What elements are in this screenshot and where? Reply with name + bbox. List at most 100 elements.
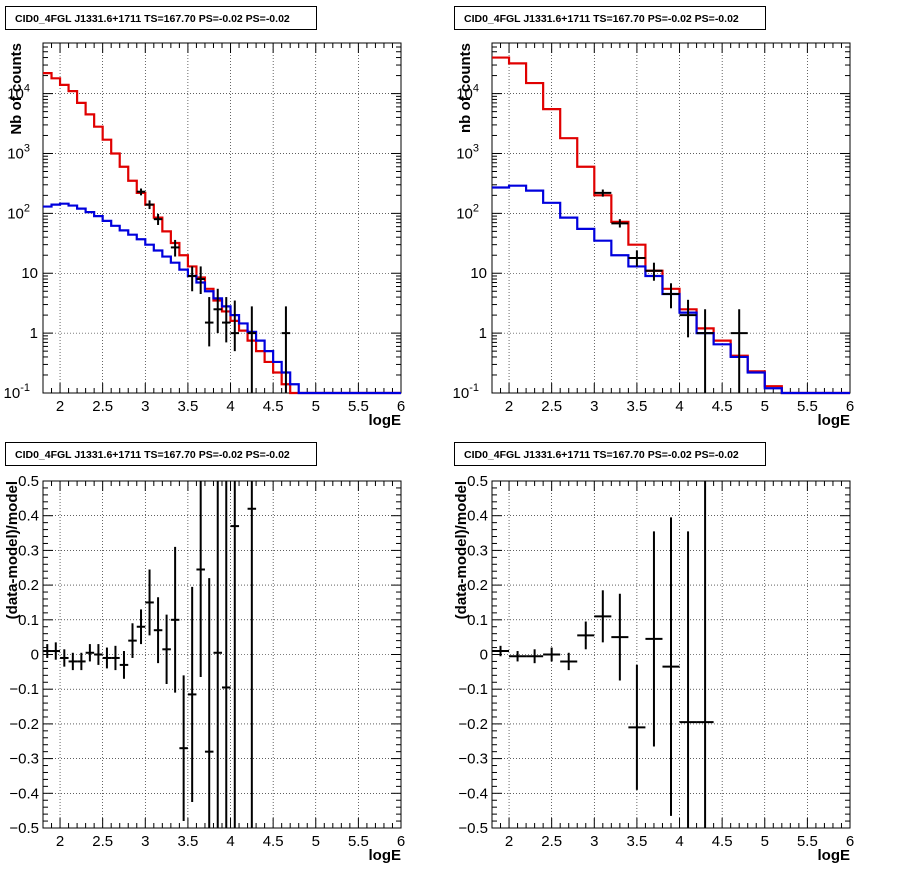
y-axis-label: Nb of counts — [8, 43, 25, 135]
y-tick-label: 10-1 — [4, 382, 30, 402]
residual-point — [204, 578, 214, 828]
y-tick-label: −0.1 — [9, 681, 39, 698]
x-tick-label: 5 — [761, 833, 769, 850]
residual-point — [162, 614, 171, 684]
residual-point — [179, 675, 188, 822]
grid — [492, 43, 851, 393]
residual-point — [577, 621, 595, 650]
chart-title: CID0_4FGL J1331.6+1711 TS=167.70 PS=-0.0… — [454, 6, 766, 30]
residual-point — [94, 644, 103, 665]
residual-point — [679, 531, 697, 828]
axis-ticks — [491, 42, 851, 394]
data-point — [213, 288, 222, 334]
residual-point — [136, 609, 146, 645]
y-tick-label: 0.4 — [18, 508, 39, 525]
data-point — [222, 297, 231, 343]
x-axis-label: logE — [369, 847, 402, 864]
grid — [43, 43, 402, 393]
x-tick-label: 2.5 — [541, 833, 562, 850]
x-tick-label: 2 — [56, 833, 64, 850]
data-point — [662, 283, 680, 309]
residual-point — [187, 586, 197, 802]
y-tick-label: 0.3 — [467, 542, 488, 559]
x-tick-label: 4 — [226, 833, 234, 850]
plot-frame — [491, 42, 851, 394]
axis-ticks — [42, 42, 402, 394]
y-tick-label: −0.3 — [9, 751, 39, 768]
data-point — [170, 239, 180, 257]
x-axis-label: logE — [369, 412, 402, 429]
data-point — [153, 213, 163, 225]
data-point — [281, 306, 291, 393]
model-background-line — [43, 202, 401, 395]
x-axis-label: logE — [818, 412, 851, 429]
y-tick-label: 102 — [456, 202, 479, 222]
y-tick-label: 1 — [30, 325, 38, 342]
residual-point — [60, 649, 69, 667]
chart-panel-bottom-left: 2 2.5 3 3.5 4 4.5 5 5.5 6 logE −0.5 −0.4 −0.3 −0.2 −0.… — [0, 437, 449, 874]
x-tick-label: 5.5 — [348, 833, 369, 850]
data-point — [696, 309, 714, 393]
y-tick-label: 0.1 — [467, 612, 488, 629]
x-tick-label: 2 — [505, 833, 513, 850]
y-tick-label: 0 — [31, 647, 39, 664]
y-tick-label: 0.4 — [467, 508, 488, 525]
residual-point — [611, 593, 629, 681]
y-tick-label: 0 — [480, 647, 488, 664]
residual-point — [51, 642, 61, 660]
chart-title: CID0_4FGL J1331.6+1711 TS=167.70 PS=-0.0… — [454, 442, 766, 466]
x-tick-label: 5.5 — [797, 833, 818, 850]
x-tick-label: 4.5 — [712, 398, 733, 415]
x-tick-label: 3.5 — [626, 833, 647, 850]
residual-point — [153, 597, 163, 664]
x-tick-label: 3.5 — [177, 398, 198, 415]
chart-title: CID0_4FGL J1331.6+1711 TS=167.70 PS=-0.0… — [5, 6, 317, 30]
x-tick-label: 3 — [590, 398, 598, 415]
residual-point — [68, 652, 78, 671]
x-tick-label: 2.5 — [92, 398, 113, 415]
model-total-line — [43, 71, 401, 395]
data-point — [136, 188, 146, 196]
residual-point — [222, 481, 231, 828]
x-tick-label: 5.5 — [348, 398, 369, 415]
x-tick-label: 3.5 — [626, 398, 647, 415]
residual-point — [170, 546, 180, 693]
y-tick-label: 0.2 — [467, 577, 488, 594]
residual-point — [111, 645, 120, 671]
x-tick-label: 2.5 — [92, 833, 113, 850]
residual-point — [213, 481, 222, 828]
y-tick-label: −0.1 — [458, 681, 488, 698]
y-axis-label: nb of counts — [457, 43, 474, 133]
data-point — [611, 219, 629, 228]
x-tick-label: 2.5 — [541, 398, 562, 415]
axis-ticks — [491, 480, 851, 829]
x-tick-label: 4.5 — [263, 398, 284, 415]
data-point — [628, 250, 646, 267]
chart-panel-bottom-right: 2 2.5 3 3.5 4 4.5 5 5.5 6 logE −0.5 −0.4 −0.3 −0.2 −0.… — [449, 437, 898, 874]
chart-svg-1: 2 2.5 3 3.5 4 4.5 5 5.5 6logE10-1110102103104nb … — [453, 42, 854, 429]
y-tick-label: 10 — [21, 265, 38, 282]
y-tick-label: −0.2 — [458, 716, 488, 733]
x-tick-label: 2 — [56, 398, 64, 415]
y-tick-label: 102 — [7, 202, 30, 222]
chart-panel-top-left: 2 2.5 3 3.5 4 4.5 5 5.5 6 logE 10-1 1 10 102 103 104 Nb … — [0, 0, 449, 437]
chart-title: CID0_4FGL J1331.6+1711 TS=167.70 PS=-0.0… — [5, 442, 317, 466]
y-tick-label: 10-1 — [453, 382, 479, 402]
residual-point — [230, 481, 240, 828]
residual-point — [492, 645, 510, 657]
residual-point — [128, 623, 137, 658]
y-tick-label: 103 — [456, 142, 479, 162]
x-tick-label: 5.5 — [797, 398, 818, 415]
residual-point — [560, 652, 578, 671]
x-tick-label: 6 — [397, 398, 405, 415]
residual-point — [594, 590, 612, 643]
y-tick-label: −0.4 — [458, 785, 488, 802]
data-point — [730, 309, 748, 393]
x-tick-label: 4.5 — [712, 833, 733, 850]
x-tick-label: 4 — [675, 398, 683, 415]
y-tick-label: −0.5 — [9, 820, 39, 837]
y-axis-label: (data-model)/model — [4, 481, 21, 619]
y-tick-label: −0.2 — [9, 716, 39, 733]
x-tick-label: 3 — [141, 398, 149, 415]
